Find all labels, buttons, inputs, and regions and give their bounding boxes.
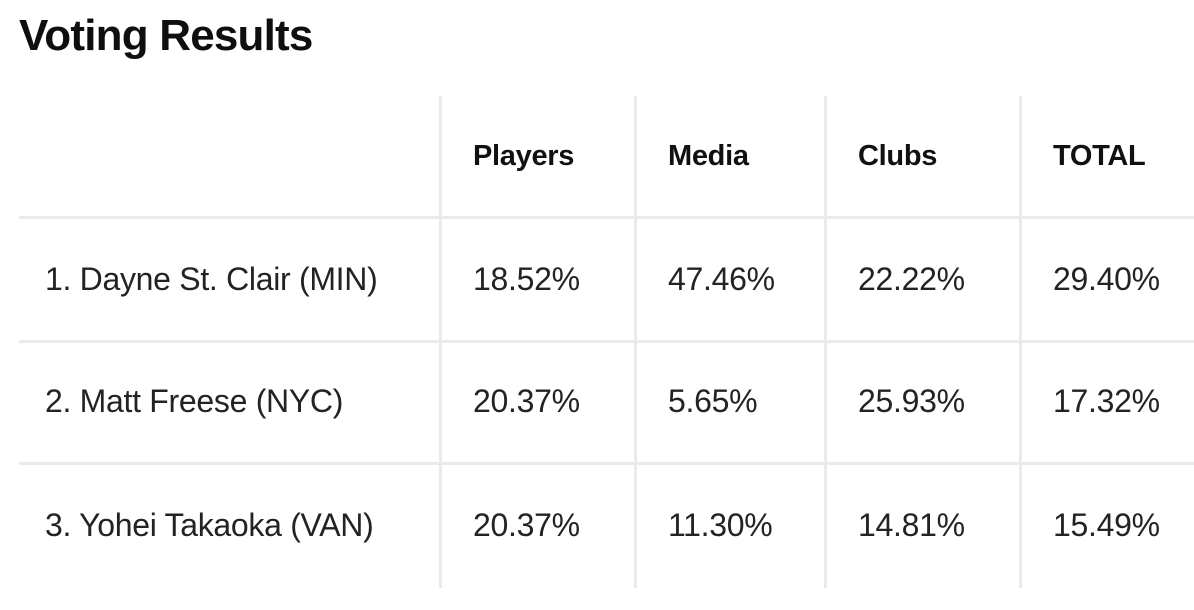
players-vote-cell: 18.52% <box>473 260 580 297</box>
players-vote-cell: 20.37% <box>473 506 580 543</box>
header-cell-total: TOTAL <box>1053 140 1146 172</box>
player-name-cell: 1. Dayne St. Clair (MIN) <box>45 260 378 297</box>
clubs-vote-cell: 14.81% <box>858 506 965 543</box>
row-divider <box>19 216 1194 219</box>
page-title: Voting Results <box>19 11 313 60</box>
media-vote-cell: 5.65% <box>668 383 758 419</box>
row-divider <box>19 340 1194 343</box>
players-vote-cell: 20.37% <box>473 383 580 419</box>
media-vote-cell: 47.46% <box>668 260 775 297</box>
total-vote-cell: 29.40% <box>1053 260 1160 297</box>
player-name-cell: 3. Yohei Takaoka (VAN) <box>45 506 374 543</box>
table-row: 3. Yohei Takaoka (VAN) 20.37% 11.30% 14.… <box>0 462 1194 588</box>
header-cell-clubs: Clubs <box>858 140 938 172</box>
header-cell-media: Media <box>668 140 749 172</box>
media-vote-cell: 11.30% <box>668 506 773 543</box>
total-vote-cell: 15.49% <box>1053 506 1160 543</box>
voting-results-table: Players Media Clubs TOTAL 1. Dayne St. C… <box>0 96 1194 588</box>
table-row: 2. Matt Freese (NYC) 20.37% 5.65% 25.93%… <box>0 341 1194 462</box>
player-name-cell: 2. Matt Freese (NYC) <box>45 383 344 419</box>
header-cell-players: Players <box>473 140 575 172</box>
row-divider <box>19 462 1194 465</box>
clubs-vote-cell: 25.93% <box>858 383 965 419</box>
header-cell-empty <box>0 96 440 217</box>
total-vote-cell: 17.32% <box>1053 383 1160 419</box>
table-row: 1. Dayne St. Clair (MIN) 18.52% 47.46% 2… <box>0 217 1194 341</box>
clubs-vote-cell: 22.22% <box>858 260 965 297</box>
table-header-row: Players Media Clubs TOTAL <box>0 96 1194 217</box>
